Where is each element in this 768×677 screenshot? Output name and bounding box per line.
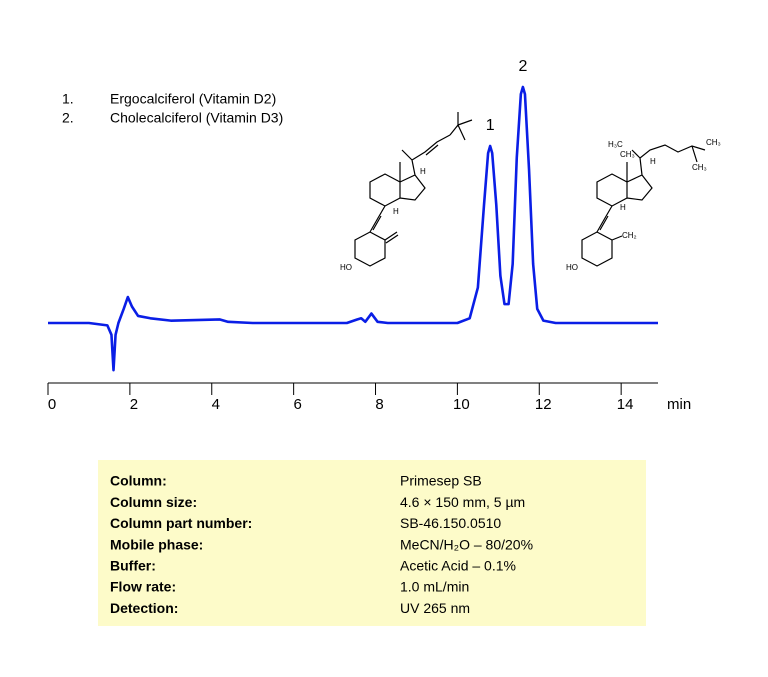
chromatogram-trace [48,85,658,372]
structure-ergocalciferol: HO H H [340,112,473,272]
compound-number: 2. [62,110,74,126]
x-axis-label: min [667,396,691,413]
x-tick-label: 2 [130,396,138,413]
conditions-table: Column: Primesep SB Column size: 4.6 × 150 … [110,473,533,616]
conditions-box [98,460,646,626]
structure-cholecalciferol: H₃C CH₃ H CH₃ CH₃ H CH₂ HO [566,138,721,272]
x-tick-label: 4 [212,396,220,413]
atom-label: CH₃ [692,163,707,172]
condition-value: MeCN/H₂O – 80/20% [400,536,533,552]
x-tick-label: 10 [453,396,470,413]
atom-label: CH₂ [622,231,637,240]
peak-label: 2 [518,58,527,75]
atom-label: H [393,207,399,216]
atom-label: H [420,167,426,176]
peak-label: 1 [486,117,495,134]
x-tick-label: 0 [48,396,56,413]
condition-label: Column size: [110,494,197,510]
x-tick-label: 12 [535,396,552,413]
compound-name: Cholecalciferol (Vitamin D3) [110,110,283,126]
atom-label: H [650,157,656,166]
atom-label: CH₃ [706,138,721,147]
atom-label: H [620,203,626,212]
atom-label: CH₃ [620,150,635,159]
x-tick-label: 8 [375,396,383,413]
condition-value: Acetic Acid – 0.1% [400,558,516,574]
condition-label: Flow rate: [110,579,176,595]
atom-label: HO [566,263,578,272]
condition-value: 1.0 mL/min [400,579,469,595]
atom-label: HO [340,263,352,272]
condition-label: Mobile phase: [110,536,203,552]
x-tick-label: 6 [293,396,301,413]
condition-label: Column part number: [110,515,252,531]
condition-label: Buffer: [110,558,156,574]
condition-label: Column: [110,473,167,489]
compound-number: 1. [62,91,74,107]
x-tick-label: 14 [617,396,634,413]
condition-label: Detection: [110,600,178,616]
condition-value: Primesep SB [400,473,482,489]
compound-name: Ergocalciferol (Vitamin D2) [110,91,276,107]
atom-label: H₃C [608,140,623,149]
condition-value: SB-46.150.0510 [400,515,501,531]
condition-value: UV 265 nm [400,600,470,616]
condition-value: 4.6 × 150 mm, 5 µm [400,494,525,510]
